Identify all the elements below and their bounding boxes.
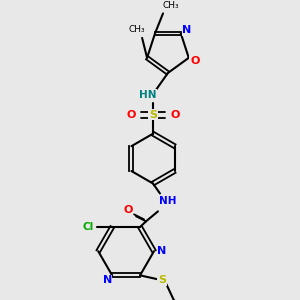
Text: N: N [103, 275, 112, 285]
Text: HN: HN [139, 90, 157, 100]
Text: Cl: Cl [82, 222, 94, 232]
Text: O: O [126, 110, 136, 120]
Text: O: O [123, 206, 133, 215]
Text: NH: NH [159, 196, 177, 206]
Text: CH₃: CH₃ [129, 26, 146, 34]
Text: O: O [170, 110, 180, 120]
Text: S: S [158, 275, 166, 285]
Text: S: S [149, 110, 157, 120]
Text: O: O [190, 56, 200, 66]
Text: CH₃: CH₃ [163, 1, 179, 10]
Text: N: N [157, 246, 167, 256]
Text: N: N [182, 25, 191, 35]
